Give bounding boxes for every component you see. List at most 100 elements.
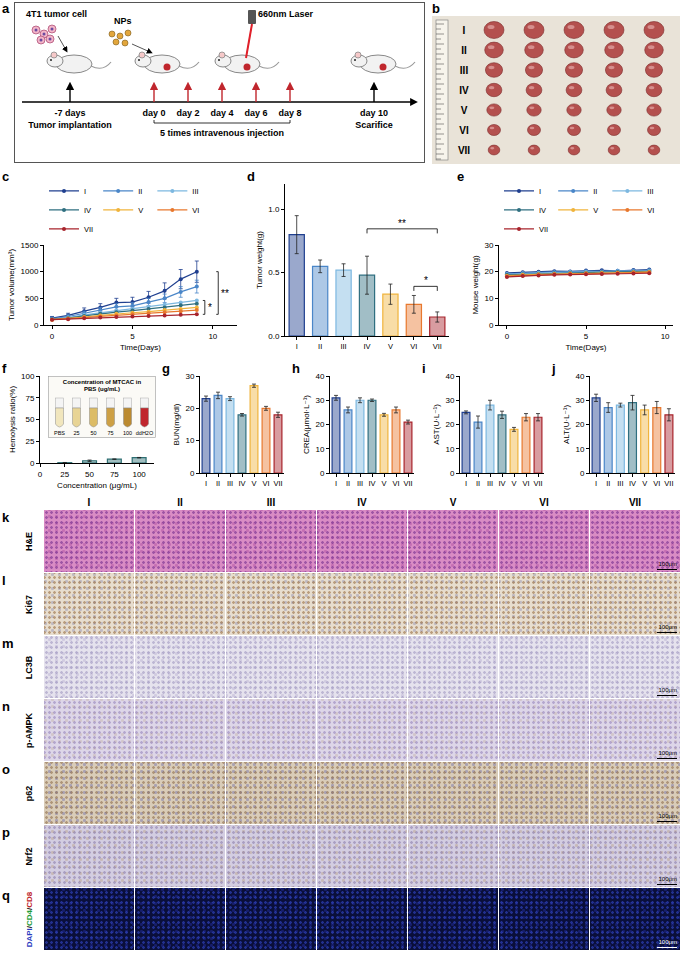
svg-text:V: V — [381, 479, 386, 488]
svg-text:0: 0 — [38, 470, 43, 479]
svg-text:day 2: day 2 — [176, 108, 199, 118]
svg-text:30: 30 — [185, 372, 194, 381]
svg-text:IV: IV — [84, 206, 91, 215]
svg-text:30: 30 — [484, 241, 493, 250]
svg-text:0.0: 0.0 — [268, 332, 280, 341]
svg-text:IV: IV — [238, 479, 245, 488]
svg-text:Ki67: Ki67 — [24, 595, 34, 614]
svg-text:day 8: day 8 — [278, 108, 301, 118]
svg-text:IV: IV — [459, 85, 469, 96]
svg-text:0: 0 — [320, 469, 325, 478]
svg-text:5: 5 — [584, 332, 589, 341]
svg-text:IV: IV — [539, 206, 546, 215]
svg-text:VII: VII — [84, 225, 93, 234]
svg-text:Time(Days): Time(Days) — [120, 343, 161, 352]
svg-text:ddH2O: ddH2O — [136, 430, 154, 436]
svg-text:75: 75 — [110, 470, 119, 479]
svg-text:I: I — [296, 342, 298, 351]
svg-text:25: 25 — [73, 430, 79, 436]
svg-text:DAPI/CD4/CD8: DAPI/CD4/CD8 — [25, 891, 34, 947]
svg-text:VI: VI — [653, 479, 660, 488]
svg-text:IV: IV — [629, 479, 636, 488]
svg-text:IV: IV — [368, 479, 375, 488]
svg-text:II: II — [138, 187, 142, 196]
svg-text:V: V — [461, 105, 468, 116]
svg-text:VII: VII — [664, 479, 673, 488]
svg-text:I: I — [465, 479, 467, 488]
svg-text:0.5: 0.5 — [268, 268, 280, 277]
svg-text:0: 0 — [30, 459, 35, 468]
svg-text:VII: VII — [273, 479, 282, 488]
svg-text:H&E: H&E — [24, 532, 34, 551]
svg-text:III: III — [227, 479, 233, 488]
svg-text:PBS: PBS — [54, 430, 65, 436]
svg-text:V: V — [642, 479, 647, 488]
svg-text:AST(U·L⁻¹): AST(U·L⁻¹) — [432, 404, 441, 445]
svg-text:I: I — [84, 187, 86, 196]
svg-text:p-AMPK: p-AMPK — [24, 713, 34, 748]
svg-text:10: 10 — [315, 445, 324, 454]
svg-text:0: 0 — [580, 469, 585, 478]
svg-text:III: III — [340, 342, 346, 351]
svg-text:V: V — [511, 479, 516, 488]
svg-text:50: 50 — [90, 430, 96, 436]
svg-text:III: III — [617, 479, 623, 488]
svg-text:day 10: day 10 — [360, 108, 388, 118]
svg-text:0: 0 — [34, 321, 39, 330]
svg-text:20: 20 — [315, 420, 324, 429]
svg-text:II: II — [461, 45, 467, 56]
svg-text:1500: 1500 — [21, 241, 39, 250]
svg-text:VII: VII — [403, 479, 412, 488]
svg-text:V: V — [138, 206, 143, 215]
svg-text:10: 10 — [575, 445, 584, 454]
svg-text:I: I — [335, 479, 337, 488]
svg-text:-7 days: -7 days — [54, 108, 85, 118]
svg-text:20: 20 — [445, 420, 454, 429]
svg-text:Tumor weight(g): Tumor weight(g) — [255, 231, 264, 289]
svg-text:75: 75 — [25, 394, 34, 403]
svg-text:III: III — [647, 187, 653, 196]
svg-text:Hemolysis ratio(%): Hemolysis ratio(%) — [8, 386, 17, 453]
svg-text:VI: VI — [392, 479, 399, 488]
svg-text:VII: VII — [539, 225, 548, 234]
svg-text:I: I — [595, 479, 597, 488]
svg-text:10: 10 — [484, 294, 493, 303]
svg-text:CREA(μmol·L⁻¹): CREA(μmol·L⁻¹) — [302, 395, 311, 454]
svg-text:40: 40 — [445, 372, 454, 381]
svg-text:5 times intravenous injection: 5 times intravenous injection — [160, 128, 284, 138]
svg-text:1000: 1000 — [21, 267, 39, 276]
svg-text:ALT(U·L⁻¹): ALT(U·L⁻¹) — [562, 405, 571, 445]
svg-text:100: 100 — [132, 470, 146, 479]
svg-text:Scarifice: Scarifice — [355, 120, 393, 130]
svg-text:30: 30 — [315, 396, 324, 405]
svg-text:V: V — [251, 479, 256, 488]
svg-text:VI: VI — [647, 206, 654, 215]
svg-text:Tumor volume(mm³): Tumor volume(mm³) — [7, 249, 16, 321]
svg-text:II: II — [346, 479, 350, 488]
svg-text:*: * — [424, 275, 428, 286]
svg-text:II: II — [318, 342, 322, 351]
svg-text:VII: VII — [533, 479, 542, 488]
svg-text:III: III — [192, 187, 198, 196]
svg-text:Tumor implantation: Tumor implantation — [28, 120, 111, 130]
svg-text:75: 75 — [107, 430, 113, 436]
svg-text:1.0: 1.0 — [268, 205, 280, 214]
svg-text:VI: VI — [522, 479, 529, 488]
svg-text:*: * — [208, 302, 212, 313]
svg-text:II: II — [593, 187, 597, 196]
svg-text:II: II — [216, 479, 220, 488]
svg-text:50: 50 — [85, 470, 94, 479]
svg-text:VI: VI — [192, 206, 199, 215]
svg-text:10: 10 — [661, 332, 670, 341]
svg-text:20: 20 — [484, 267, 493, 276]
svg-text:100: 100 — [21, 372, 35, 381]
svg-text:Nrf2: Nrf2 — [24, 847, 34, 865]
svg-text:Mouse weight(g): Mouse weight(g) — [471, 255, 480, 314]
svg-text:day 4: day 4 — [210, 108, 233, 118]
svg-text:IV: IV — [363, 342, 370, 351]
svg-text:30: 30 — [445, 396, 454, 405]
svg-text:day 0: day 0 — [142, 108, 165, 118]
svg-text:**: ** — [221, 288, 229, 299]
svg-text:VI: VI — [459, 125, 469, 136]
svg-text:NPs: NPs — [114, 16, 132, 26]
